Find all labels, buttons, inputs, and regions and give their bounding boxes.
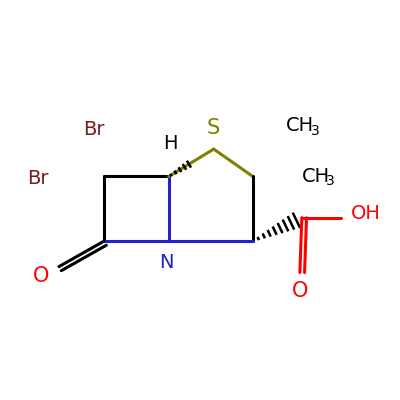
- Text: Br: Br: [84, 120, 105, 139]
- Text: O: O: [292, 281, 308, 301]
- Text: O: O: [33, 266, 50, 286]
- Text: Br: Br: [27, 169, 48, 188]
- Text: CH: CH: [286, 116, 314, 135]
- Text: CH: CH: [302, 167, 330, 186]
- Text: N: N: [160, 253, 174, 272]
- Text: OH: OH: [351, 204, 381, 223]
- Text: H: H: [163, 134, 178, 153]
- Text: S: S: [207, 118, 220, 138]
- Text: 3: 3: [310, 124, 319, 138]
- Text: 3: 3: [326, 174, 335, 188]
